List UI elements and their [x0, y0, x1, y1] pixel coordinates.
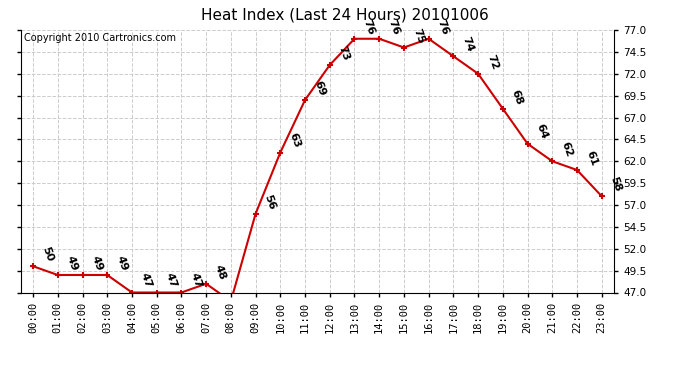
- Text: 63: 63: [287, 132, 302, 150]
- Text: 49: 49: [65, 254, 79, 272]
- Text: 74: 74: [460, 35, 475, 54]
- Text: 76: 76: [435, 18, 451, 36]
- Text: Heat Index (Last 24 Hours) 20101006: Heat Index (Last 24 Hours) 20101006: [201, 8, 489, 22]
- Text: Copyright 2010 Cartronics.com: Copyright 2010 Cartronics.com: [23, 33, 176, 43]
- Text: 76: 76: [386, 18, 401, 36]
- Text: 72: 72: [485, 53, 500, 71]
- Text: 47: 47: [188, 272, 203, 290]
- Text: 49: 49: [114, 254, 129, 272]
- Text: 64: 64: [535, 123, 549, 141]
- Text: 47: 47: [164, 272, 179, 290]
- Text: 68: 68: [510, 88, 524, 106]
- Text: 58: 58: [609, 176, 623, 194]
- Text: 62: 62: [559, 140, 574, 159]
- Text: 56: 56: [262, 193, 277, 211]
- Text: 50: 50: [40, 246, 55, 264]
- Text: 47: 47: [139, 272, 154, 290]
- Text: 61: 61: [584, 149, 599, 167]
- Text: 69: 69: [312, 79, 327, 97]
- Text: 49: 49: [90, 254, 104, 272]
- Text: 48: 48: [213, 263, 228, 281]
- Text: 73: 73: [337, 44, 351, 62]
- Text: 75: 75: [411, 27, 426, 45]
- Text: 76: 76: [362, 18, 376, 36]
- Text: 46: 46: [0, 374, 1, 375]
